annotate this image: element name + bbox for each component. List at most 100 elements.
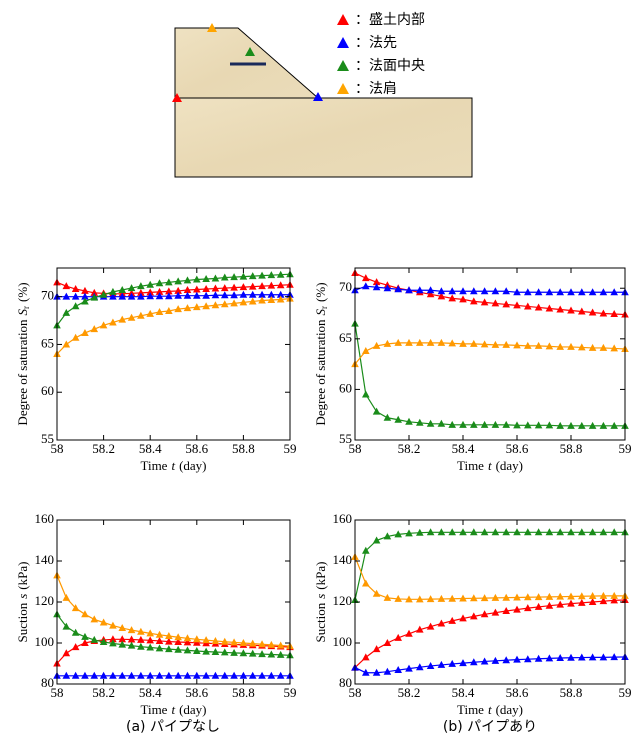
data-point [63, 649, 71, 656]
series-line [355, 557, 625, 599]
x-tick-label: 58.4 [452, 685, 475, 700]
label-text: Time [140, 702, 167, 717]
legend-label: ：盛土内部 [355, 12, 425, 28]
data-point [362, 580, 370, 587]
data-point [362, 274, 370, 281]
legend-marker [337, 14, 349, 25]
x-axis-label: Timet (day) [140, 702, 206, 717]
legend: ：盛土内部 ：法先 ：法面中央 ：法肩 [337, 12, 425, 97]
data-point [63, 309, 71, 316]
caption: (b) パイプあり [443, 719, 537, 735]
x-tick-label: 58.8 [560, 441, 583, 456]
label-unit: (%) [313, 282, 328, 302]
ground [175, 98, 472, 177]
x-tick-label: 58.2 [398, 441, 421, 456]
label-unit: (day) [496, 702, 523, 717]
x-tick-label: 58.4 [139, 685, 162, 700]
legend-label: ：法肩 [355, 81, 397, 97]
legend-label: ：法面中央 [355, 58, 425, 74]
data-point [81, 633, 89, 640]
data-point [373, 645, 381, 652]
series-line [355, 343, 625, 364]
y-tick-label: 60 [41, 383, 54, 398]
y-tick-label: 70 [41, 288, 54, 303]
label-symbol: t [171, 702, 175, 717]
y-tick-label: 140 [333, 552, 353, 567]
x-tick-label: 59 [619, 441, 632, 456]
data-point [362, 347, 370, 354]
data-point [384, 639, 392, 646]
legend-marker [337, 83, 349, 94]
data-point [72, 302, 80, 309]
y-tick-label: 140 [35, 552, 55, 567]
data-point [81, 610, 89, 617]
y-tick-label: 100 [35, 634, 55, 649]
label-text: Time [140, 458, 167, 473]
x-tick-label: 58.8 [232, 441, 255, 456]
x-tick-label: 58.6 [185, 441, 208, 456]
y-tick-label: 70 [339, 279, 352, 294]
label-symbol: t [171, 458, 175, 473]
data-point [373, 408, 381, 415]
x-tick-label: 58.4 [139, 441, 162, 456]
y-tick-label: 100 [333, 634, 353, 649]
x-tick-label: 58.6 [506, 685, 529, 700]
y-tick-label: 65 [339, 330, 352, 345]
x-tick-label: 58.2 [398, 685, 421, 700]
data-point [72, 629, 80, 636]
y-axis-label: Suctions(kPa) [15, 562, 30, 643]
x-tick-label: 58.6 [506, 441, 529, 456]
y-axis-label: Degree of saturationSr(%) [313, 282, 329, 425]
label-unit: (day) [179, 702, 206, 717]
y-tick-label: 55 [339, 431, 352, 446]
x-tick-label: 59 [284, 441, 297, 456]
x-tick-label: 59 [284, 685, 297, 700]
legend-label: ：法先 [355, 35, 397, 51]
data-point [72, 334, 80, 341]
label-symbol: t [488, 702, 492, 717]
y-tick-label: 80 [339, 675, 352, 690]
x-tick-label: 58.8 [560, 685, 583, 700]
label-text: Suction [313, 602, 328, 642]
data-point [362, 653, 370, 660]
data-point [384, 414, 392, 421]
y-tick-label: 80 [41, 675, 54, 690]
series-line [355, 324, 625, 426]
data-point [362, 282, 370, 289]
label-symbol: t [488, 458, 492, 473]
y-tick-label: 160 [35, 511, 55, 526]
x-axis-label: Timet (day) [140, 458, 206, 473]
x-tick-label: 58.2 [92, 441, 115, 456]
y-tick-label: 55 [41, 431, 54, 446]
y-tick-label: 120 [35, 593, 55, 608]
figure: ：盛土内部：法先：法面中央：法肩 5858.258.458.658.859556… [0, 0, 644, 742]
y-axis-label: Degree of saturationSr(%) [15, 282, 31, 425]
charts: 5858.258.458.658.85955606570Timet(day)De… [15, 268, 632, 717]
x-tick-label: 58.8 [232, 685, 255, 700]
data-point [362, 390, 370, 397]
chart: 5858.258.458.658.85980100120140160Timet(… [15, 511, 297, 717]
label-unit: (kPa) [313, 562, 328, 590]
label-text: Time [457, 458, 484, 473]
legend-marker [337, 37, 349, 48]
caption: (a) パイプなし [126, 719, 220, 735]
x-tick-label: 58.6 [185, 685, 208, 700]
x-tick-label: 58.2 [92, 685, 115, 700]
y-tick-label: 160 [333, 511, 353, 526]
label-text: Degree of saturation [313, 319, 328, 426]
label-text: Degree of saturation [15, 319, 30, 426]
series-line [355, 532, 625, 600]
plot-frame [57, 520, 290, 684]
label-unit: (day) [179, 458, 206, 473]
label-unit: (kPa) [15, 562, 30, 590]
label-subscript: r [21, 306, 31, 309]
embankment-diagram [172, 23, 472, 177]
data-point [72, 643, 80, 650]
y-tick-label: 120 [333, 593, 353, 608]
y-tick-label: 65 [41, 335, 54, 350]
series-line [57, 299, 290, 354]
series-line [57, 575, 290, 646]
x-tick-label: 59 [619, 685, 632, 700]
